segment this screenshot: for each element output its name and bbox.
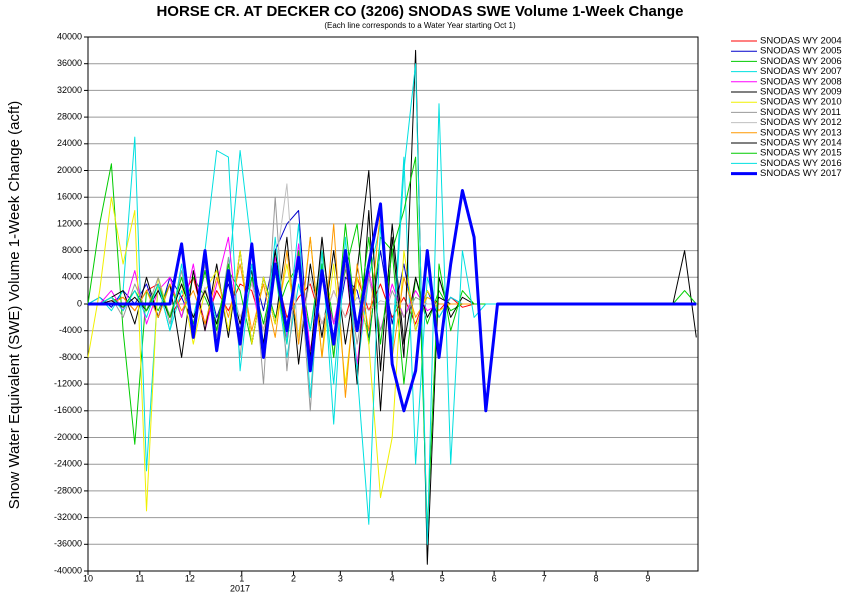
legend-label: SNODAS WY 2005	[760, 46, 842, 57]
y-tick-label: 24000	[57, 138, 82, 148]
x-tick-label: 9	[645, 573, 650, 583]
x-tick-label: 8	[594, 573, 599, 583]
y-tick-label: -8000	[59, 352, 82, 362]
x-tick-label: 1	[239, 573, 244, 583]
x-tick-label: 7	[542, 573, 547, 583]
legend-label: SNODAS WY 2012	[760, 117, 842, 128]
y-tick-label: 32000	[57, 85, 82, 95]
y-tick-label: -4000	[59, 325, 82, 335]
legend-label: SNODAS WY 2008	[760, 76, 842, 87]
series-line	[88, 189, 697, 413]
legend-label: SNODAS WY 2011	[760, 107, 841, 118]
y-tick-label: -20000	[54, 432, 82, 442]
x-tick-label: 4	[390, 573, 395, 583]
y-tick-label: 12000	[57, 218, 82, 228]
y-tick-label: 4000	[62, 272, 82, 282]
x-tick-label: 3	[338, 573, 343, 583]
y-tick-label: -16000	[54, 405, 82, 415]
y-tick-label: 16000	[57, 192, 82, 202]
y-tick-label: 0	[77, 298, 82, 308]
legend-label: SNODAS WY 2009	[760, 87, 842, 98]
chart-title: HORSE CR. AT DECKER CO (3206) SNODAS SWE…	[156, 3, 683, 20]
y-tick-label: -36000	[54, 539, 82, 549]
chart-subtitle: (Each line corresponds to a Water Year s…	[324, 21, 516, 30]
legend-label: SNODAS WY 2006	[760, 56, 842, 67]
y-tick-label: 36000	[57, 58, 82, 68]
y-tick-label: 8000	[62, 245, 82, 255]
y-tick-label: -28000	[54, 485, 82, 495]
y-axis-label: Snow Water Equivalent (SWE) Volume 1-Wee…	[6, 101, 23, 510]
y-tick-label: -12000	[54, 378, 82, 388]
legend-label: SNODAS WY 2004	[760, 36, 842, 47]
y-tick-label: 28000	[57, 111, 82, 121]
y-tick-label: -40000	[54, 565, 82, 575]
x-tick-label: 12	[185, 573, 195, 583]
x-tick-label: 11	[135, 573, 144, 583]
legend-label: SNODAS WY 2007	[760, 66, 842, 77]
y-tick-label: -32000	[54, 512, 82, 522]
y-tick-label: 20000	[57, 165, 82, 175]
legend-label: SNODAS WY 2017	[760, 168, 842, 179]
year-label: 2017	[230, 583, 250, 593]
x-tick-label: 6	[492, 573, 497, 583]
x-tick-label: 10	[83, 573, 93, 583]
legend-label: SNODAS WY 2015	[760, 148, 842, 159]
x-tick-label: 5	[440, 573, 445, 583]
legend-label: SNODAS WY 2014	[760, 138, 842, 149]
legend-label: SNODAS WY 2016	[760, 158, 842, 169]
legend-label: SNODAS WY 2013	[760, 127, 842, 138]
legend-label: SNODAS WY 2010	[760, 97, 842, 108]
y-tick-label: 40000	[57, 31, 82, 41]
x-tick-label: 2	[291, 573, 296, 583]
y-tick-label: -24000	[54, 459, 82, 469]
